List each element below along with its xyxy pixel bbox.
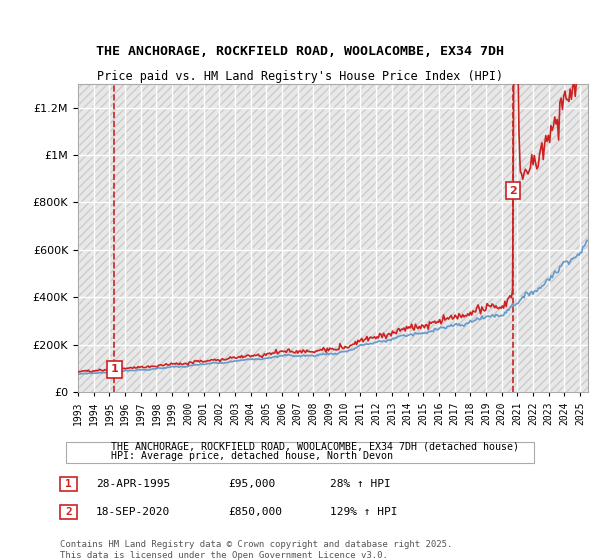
Text: HPI: Average price, detached house, North Devon: HPI: Average price, detached house, Nort… — [111, 451, 393, 461]
Text: 28-APR-1995: 28-APR-1995 — [96, 479, 170, 489]
Text: £95,000: £95,000 — [228, 479, 275, 489]
Text: 28% ↑ HPI: 28% ↑ HPI — [330, 479, 391, 489]
Text: 1: 1 — [110, 365, 118, 375]
Text: Price paid vs. HM Land Registry's House Price Index (HPI): Price paid vs. HM Land Registry's House … — [97, 70, 503, 83]
Text: 18-SEP-2020: 18-SEP-2020 — [96, 507, 170, 517]
Text: THE ANCHORAGE, ROCKFIELD ROAD, WOOLACOMBE, EX34 7DH (detached house): THE ANCHORAGE, ROCKFIELD ROAD, WOOLACOMB… — [111, 441, 519, 451]
Text: 129% ↑ HPI: 129% ↑ HPI — [330, 507, 398, 517]
Text: £850,000: £850,000 — [228, 507, 282, 517]
Text: Contains HM Land Registry data © Crown copyright and database right 2025.
This d: Contains HM Land Registry data © Crown c… — [60, 540, 452, 560]
Text: THE ANCHORAGE, ROCKFIELD ROAD, WOOLACOMBE, EX34 7DH: THE ANCHORAGE, ROCKFIELD ROAD, WOOLACOMB… — [96, 45, 504, 58]
Text: 2: 2 — [509, 185, 517, 195]
Text: 1: 1 — [65, 479, 72, 489]
Text: 2: 2 — [65, 507, 72, 517]
Text: THE ANCHORAGE, ROCKFIELD ROAD, WOOLACOMBE, EX34 7DH (detached house): THE ANCHORAGE, ROCKFIELD ROAD, WOOLACOMB… — [111, 441, 519, 451]
Text: HPI: Average price, detached house, North Devon: HPI: Average price, detached house, Nort… — [111, 451, 393, 461]
